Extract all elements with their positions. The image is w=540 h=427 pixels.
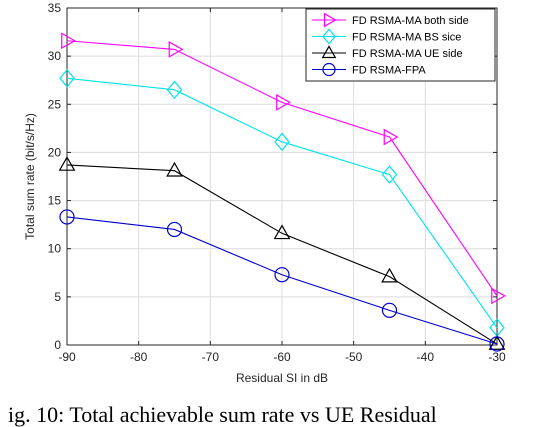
data-point xyxy=(276,93,291,111)
legend-item: FD RSMA-MA UE side xyxy=(312,45,463,60)
legend-label: FD RSMA-MA both side xyxy=(352,15,469,27)
y-tick-label: 5 xyxy=(54,290,61,304)
legend-marker xyxy=(322,62,336,77)
data-point xyxy=(61,32,76,50)
x-tick-label: -80 xyxy=(130,350,148,364)
legend-item: FD RSMA-FPA xyxy=(312,62,426,77)
series-layer xyxy=(58,32,506,352)
x-tick-label: -50 xyxy=(345,350,363,364)
data-point xyxy=(381,165,398,184)
data-point xyxy=(489,336,505,352)
legend-marker xyxy=(323,12,337,28)
y-tick-label: 20 xyxy=(48,145,62,159)
data-point xyxy=(274,267,290,283)
data-point xyxy=(381,267,398,283)
data-point xyxy=(59,68,75,88)
data-point xyxy=(59,209,75,225)
series-line xyxy=(66,164,498,345)
series-4 xyxy=(59,209,505,352)
y-tick-label: 30 xyxy=(48,49,62,63)
y-tick-label: 35 xyxy=(48,1,62,15)
y-tick-label: 0 xyxy=(54,338,61,352)
legend-marker xyxy=(322,28,336,45)
data-point xyxy=(274,132,290,152)
y-tick-label: 15 xyxy=(48,194,62,208)
series-3 xyxy=(58,156,506,350)
x-tick-label: -60 xyxy=(273,350,291,364)
x-tick-label: -40 xyxy=(417,350,435,364)
series-line xyxy=(66,77,498,328)
x-tick-label: -90 xyxy=(58,350,76,364)
figure-caption: ig. 10: Total achievable sum rate vs UE … xyxy=(8,402,437,427)
x-axis: -90 -80 -70 -60 -50 -40 -30 xyxy=(58,8,506,364)
legend-label: FD RSMA-FPA xyxy=(352,65,426,77)
data-point xyxy=(273,224,291,240)
series-1 xyxy=(61,32,506,305)
series-line xyxy=(66,40,498,297)
line-chart: -90 -80 -70 -60 -50 -40 -30 0 5 10 15 20 25 30 35 Res… xyxy=(23,1,506,385)
y-tick-label: 25 xyxy=(48,97,62,111)
legend-label: FD RSMA-MA BS sice xyxy=(352,32,461,44)
data-point xyxy=(168,41,184,58)
legend-item: FD RSMA-MA both side xyxy=(312,12,469,28)
data-point xyxy=(383,128,399,146)
series-line xyxy=(66,216,498,345)
y-tick-label: 10 xyxy=(48,242,62,256)
x-axis-label: Residual SI in dB xyxy=(236,371,328,385)
series-2 xyxy=(59,68,505,338)
legend-label: FD RSMA-MA UE side xyxy=(352,48,463,60)
data-point xyxy=(491,287,506,305)
data-point xyxy=(166,161,183,177)
legend: FD RSMA-MA both side FD RSMA-MA BS sice FD… xyxy=(305,8,496,82)
y-axis: 0 5 10 15 20 25 30 35 xyxy=(48,1,497,352)
data-point xyxy=(166,221,183,238)
x-tick-label: -70 xyxy=(202,350,220,364)
data-point xyxy=(381,302,398,318)
data-point xyxy=(166,80,183,100)
legend-item: FD RSMA-MA BS sice xyxy=(312,28,461,45)
legend-marker xyxy=(321,45,337,59)
x-tick-label: -30 xyxy=(488,350,506,364)
data-point xyxy=(58,156,76,171)
y-axis-label: Total sum rate (bit/s/Hz) xyxy=(23,113,37,240)
